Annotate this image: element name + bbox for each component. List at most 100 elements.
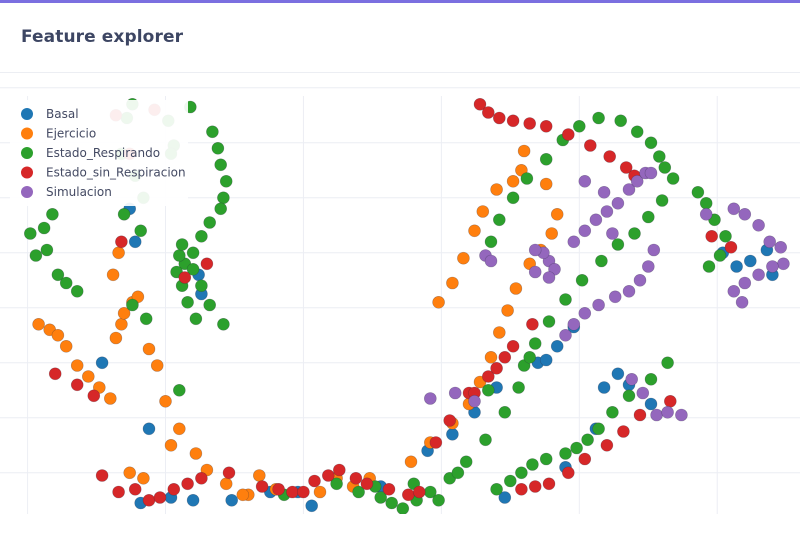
data-point-estado-sin-respiracion[interactable] xyxy=(112,485,125,499)
data-point-ejercicio[interactable] xyxy=(432,296,445,309)
data-point-estado-sin-respiracion[interactable] xyxy=(481,370,495,383)
legend-item-estado-sin-respiracion[interactable]: Estado_sin_Respiracion xyxy=(21,166,186,180)
data-point-simulacion[interactable] xyxy=(528,265,542,279)
data-point-estado-respirando[interactable] xyxy=(385,496,399,510)
data-point-estado-sin-respiracion[interactable] xyxy=(583,139,597,152)
data-point-estado-respirando[interactable] xyxy=(117,208,131,221)
data-point-estado-respirando[interactable] xyxy=(173,383,186,397)
data-point-estado-sin-respiracion[interactable] xyxy=(526,318,539,331)
data-point-estado-respirando[interactable] xyxy=(611,238,625,251)
data-point-simulacion[interactable] xyxy=(567,235,581,249)
data-point-estado-sin-respiracion[interactable] xyxy=(561,128,575,141)
data-point-simulacion[interactable] xyxy=(606,227,619,240)
data-point-estado-respirando[interactable] xyxy=(644,372,658,386)
data-point-estado-sin-respiracion[interactable] xyxy=(272,482,285,496)
data-point-simulacion[interactable] xyxy=(597,186,611,199)
data-point-simulacion[interactable] xyxy=(752,268,765,282)
data-point-estado-sin-respiracion[interactable] xyxy=(528,480,542,493)
data-point-estado-sin-respiracion[interactable] xyxy=(297,485,310,499)
data-point-ejercicio[interactable] xyxy=(509,282,523,295)
data-point-estado-respirando[interactable] xyxy=(23,227,37,240)
data-point-estado-respirando[interactable] xyxy=(139,312,153,326)
data-point-estado-respirando[interactable] xyxy=(539,452,553,466)
data-point-estado-respirando[interactable] xyxy=(559,447,572,460)
data-point-estado-sin-respiracion[interactable] xyxy=(128,482,142,496)
data-point-estado-sin-respiracion[interactable] xyxy=(443,414,457,427)
data-point-estado-respirando[interactable] xyxy=(523,350,537,364)
data-point-estado-respirando[interactable] xyxy=(592,422,605,436)
data-point-estado-respirando[interactable] xyxy=(214,158,227,172)
data-point-estado-sin-respiracion[interactable] xyxy=(506,339,520,353)
data-point-ejercicio[interactable] xyxy=(517,144,531,158)
data-point-simulacion[interactable] xyxy=(592,298,605,312)
data-point-estado-sin-respiracion[interactable] xyxy=(95,469,109,482)
data-point-ejercicio[interactable] xyxy=(142,342,156,356)
data-point-estado-respirando[interactable] xyxy=(126,298,139,312)
data-point-estado-respirando[interactable] xyxy=(570,441,583,455)
data-point-estado-respirando[interactable] xyxy=(195,279,208,292)
data-point-estado-respirando[interactable] xyxy=(134,224,147,238)
data-point-estado-respirando[interactable] xyxy=(352,485,365,499)
data-point-estado-respirando[interactable] xyxy=(606,405,619,419)
data-point-simulacion[interactable] xyxy=(777,257,790,271)
data-point-simulacion[interactable] xyxy=(542,271,556,284)
data-point-estado-sin-respiracion[interactable] xyxy=(492,111,506,125)
data-point-simulacion[interactable] xyxy=(423,392,437,405)
data-point-ejercicio[interactable] xyxy=(106,268,120,282)
data-point-ejercicio[interactable] xyxy=(112,246,125,260)
data-point-estado-sin-respiracion[interactable] xyxy=(401,488,415,502)
data-point-estado-respirando[interactable] xyxy=(652,150,666,163)
data-point-estado-sin-respiracion[interactable] xyxy=(70,378,84,392)
data-point-simulacion[interactable] xyxy=(528,243,542,257)
data-point-simulacion[interactable] xyxy=(630,175,644,188)
data-point-ejercicio[interactable] xyxy=(164,438,178,452)
data-point-basal[interactable] xyxy=(305,499,319,513)
data-point-simulacion[interactable] xyxy=(484,254,498,268)
data-point-estado-respirando[interactable] xyxy=(542,315,556,328)
data-point-simulacion[interactable] xyxy=(625,372,639,386)
data-point-estado-respirando[interactable] xyxy=(614,114,628,128)
data-point-estado-sin-respiracion[interactable] xyxy=(542,477,556,491)
data-point-estado-respirando[interactable] xyxy=(175,238,189,251)
data-point-estado-respirando[interactable] xyxy=(173,249,186,262)
data-point-estado-sin-respiracion[interactable] xyxy=(523,117,537,130)
data-point-ejercicio[interactable] xyxy=(219,477,233,491)
data-point-estado-respirando[interactable] xyxy=(374,491,388,504)
data-point-estado-sin-respiracion[interactable] xyxy=(705,230,719,243)
data-point-estado-respirando[interactable] xyxy=(559,293,572,306)
data-point-estado-sin-respiracion[interactable] xyxy=(600,438,614,452)
data-point-estado-respirando[interactable] xyxy=(396,502,410,515)
data-point-simulacion[interactable] xyxy=(578,175,592,188)
data-point-estado-respirando[interactable] xyxy=(528,337,542,350)
data-point-estado-sin-respiracion[interactable] xyxy=(603,150,617,163)
data-point-ejercicio[interactable] xyxy=(189,447,203,460)
data-point-estado-sin-respiracion[interactable] xyxy=(515,482,528,496)
data-point-estado-sin-respiracion[interactable] xyxy=(178,271,192,284)
data-point-basal[interactable] xyxy=(142,422,156,436)
data-point-estado-respirando[interactable] xyxy=(211,142,225,155)
data-point-estado-sin-respiracion[interactable] xyxy=(539,119,553,133)
legend[interactable]: Basal Ejercicio Estado_Respirando Estado_si… xyxy=(10,100,188,206)
data-point-estado-sin-respiracion[interactable] xyxy=(255,480,269,493)
data-point-basal[interactable] xyxy=(644,397,658,411)
data-point-ejercicio[interactable] xyxy=(137,471,150,485)
data-point-estado-sin-respiracion[interactable] xyxy=(195,471,208,485)
data-point-ejercicio[interactable] xyxy=(490,183,503,196)
data-point-simulacion[interactable] xyxy=(644,166,658,180)
data-point-basal[interactable] xyxy=(128,235,142,249)
data-point-simulacion[interactable] xyxy=(752,219,765,232)
data-point-estado-respirando[interactable] xyxy=(37,221,51,235)
data-point-estado-sin-respiracion[interactable] xyxy=(473,97,487,111)
data-point-ejercicio[interactable] xyxy=(252,469,266,482)
data-point-simulacion[interactable] xyxy=(647,243,661,257)
data-point-estado-respirando[interactable] xyxy=(581,433,594,447)
data-point-simulacion[interactable] xyxy=(774,241,788,254)
data-point-estado-sin-respiracion[interactable] xyxy=(498,350,512,364)
data-point-estado-respirando[interactable] xyxy=(666,172,680,185)
data-point-simulacion[interactable] xyxy=(559,328,572,342)
legend-item-basal[interactable]: Basal xyxy=(21,107,79,121)
data-point-estado-respirando[interactable] xyxy=(658,161,672,174)
data-point-estado-sin-respiracion[interactable] xyxy=(321,469,335,482)
data-point-estado-respirando[interactable] xyxy=(181,296,194,309)
data-point-estado-sin-respiracion[interactable] xyxy=(332,463,346,477)
